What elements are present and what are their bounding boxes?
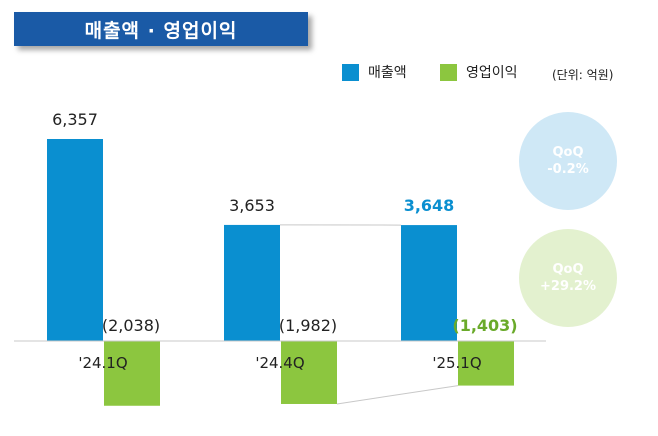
qoq-op-title: QoQ <box>552 262 584 277</box>
x-tick-label-3: '25.1Q <box>432 354 481 372</box>
data-label-sales-3: 3,648 <box>404 196 455 215</box>
qoq-sales-title: QoQ <box>552 145 584 160</box>
unit-label: (단위: 억원) <box>552 68 614 82</box>
connector-line-op <box>336 385 459 405</box>
bar-op-1 <box>104 341 160 406</box>
x-tick-label-2: '24.4Q <box>255 354 304 372</box>
bar-sales-1 <box>47 139 103 341</box>
data-label-op-1: (2,038) <box>102 316 160 335</box>
x-tick-label-1: '24.1Q <box>78 354 127 372</box>
bar-sales-3 <box>401 225 457 341</box>
data-label-op-2: (1,982) <box>279 316 337 335</box>
bar-sales-2 <box>224 224 280 341</box>
legend-label-sales: 매출액 <box>368 65 407 81</box>
bar-op-2 <box>281 341 337 404</box>
qoq-op-value: +29.2% <box>540 279 596 294</box>
legend-swatch-sales <box>342 63 359 81</box>
legend-label-op: 영업이익 <box>466 65 518 81</box>
data-label-op-3: (1,403) <box>452 316 517 335</box>
data-label-sales-2: 3,653 <box>229 196 275 215</box>
bar-op-3 <box>458 341 514 386</box>
qoq-sales-badge: QoQ -0.2% <box>519 112 617 210</box>
qoq-op-badge: QoQ +29.2% <box>519 229 617 327</box>
legend-item-op: 영업이익 <box>440 63 518 81</box>
legend-swatch-op <box>440 63 457 81</box>
chart-title: 매출액 · 영업이익 <box>14 12 308 46</box>
legend-item-sales: 매출액 <box>342 63 407 81</box>
data-label-sales-1: 6,357 <box>52 110 98 129</box>
qoq-sales-value: -0.2% <box>547 162 589 177</box>
